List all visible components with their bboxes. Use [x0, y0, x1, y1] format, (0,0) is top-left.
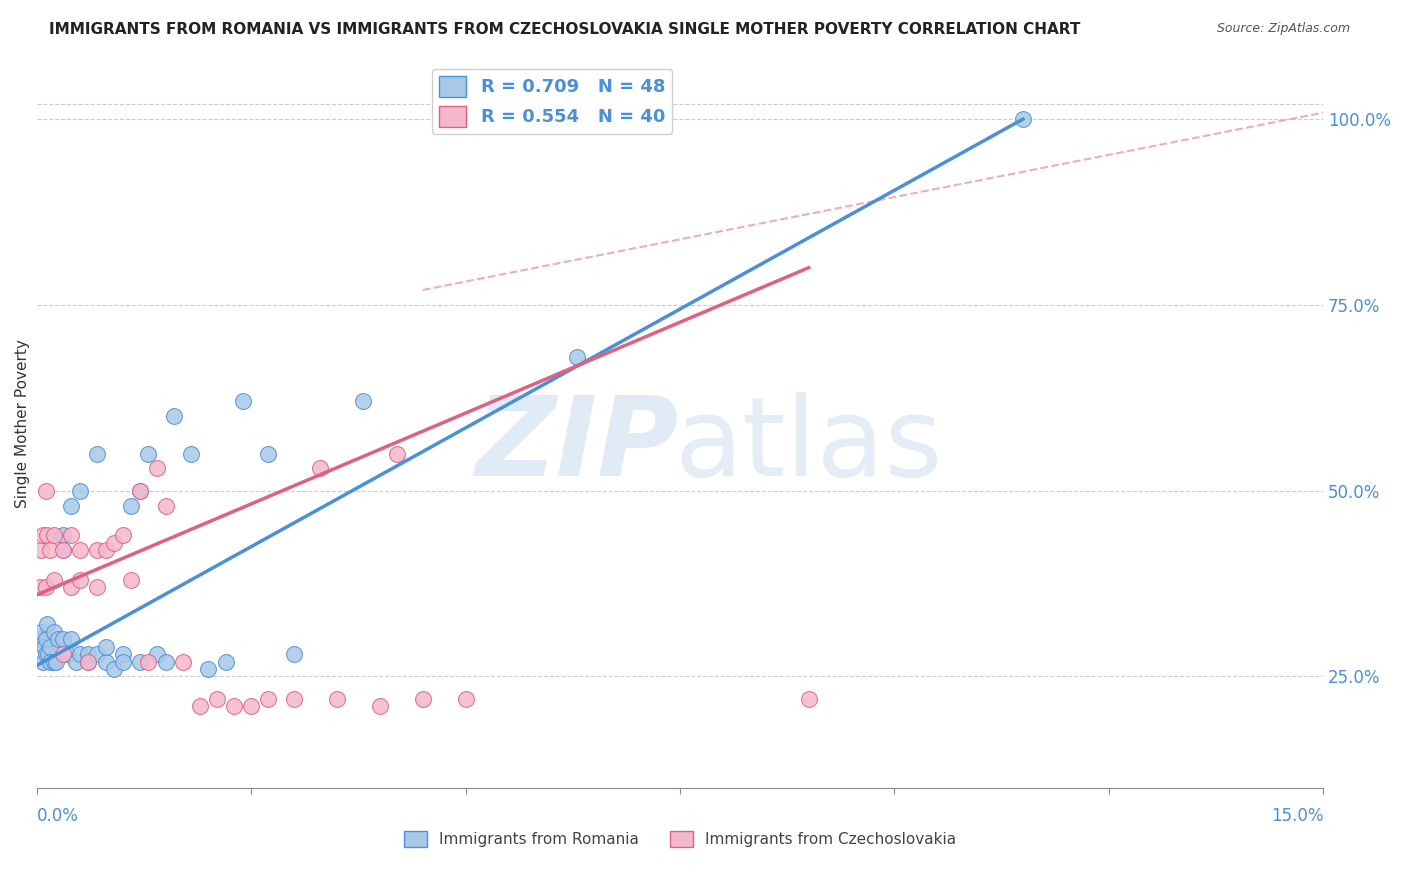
- Text: Source: ZipAtlas.com: Source: ZipAtlas.com: [1216, 22, 1350, 36]
- Point: [120, 573, 142, 587]
- Point: [111, 528, 134, 542]
- Point: [37, 528, 59, 542]
- Point: [30, 543, 52, 558]
- Point: [103, 662, 125, 676]
- Point: [77, 655, 100, 669]
- Point: [69, 483, 91, 498]
- Point: [32, 640, 55, 654]
- Point: [138, 655, 160, 669]
- Point: [34, 580, 56, 594]
- Point: [454, 691, 477, 706]
- Point: [326, 691, 349, 706]
- Point: [32, 655, 55, 669]
- Point: [38, 640, 60, 654]
- Point: [94, 640, 117, 654]
- Point: [385, 446, 408, 460]
- Point: [120, 499, 142, 513]
- Point: [155, 499, 177, 513]
- Point: [797, 691, 820, 706]
- Point: [38, 543, 60, 558]
- Point: [60, 580, 83, 594]
- Point: [138, 446, 160, 460]
- Point: [188, 699, 211, 714]
- Point: [28, 632, 51, 647]
- Point: [65, 655, 87, 669]
- Point: [52, 528, 75, 542]
- Point: [52, 543, 75, 558]
- Point: [42, 528, 65, 542]
- Point: [86, 543, 108, 558]
- Point: [34, 483, 56, 498]
- Point: [69, 543, 91, 558]
- Y-axis label: Single Mother Poverty: Single Mother Poverty: [15, 339, 30, 508]
- Point: [172, 655, 194, 669]
- Legend: R = 0.709   N = 48, R = 0.554   N = 40: R = 0.709 N = 48, R = 0.554 N = 40: [432, 69, 672, 134]
- Point: [103, 535, 125, 549]
- Point: [42, 624, 65, 639]
- Point: [94, 543, 117, 558]
- Point: [86, 446, 108, 460]
- Point: [205, 691, 228, 706]
- Point: [224, 699, 246, 714]
- Point: [283, 647, 305, 661]
- Point: [28, 580, 51, 594]
- Point: [32, 528, 55, 542]
- Point: [565, 350, 588, 364]
- Point: [214, 655, 236, 669]
- Point: [146, 461, 169, 475]
- Point: [94, 655, 117, 669]
- Text: 15.0%: 15.0%: [1271, 806, 1323, 824]
- Point: [128, 483, 150, 498]
- Point: [34, 632, 56, 647]
- Point: [52, 647, 75, 661]
- Point: [37, 647, 59, 661]
- Point: [197, 662, 219, 676]
- Point: [69, 573, 91, 587]
- Point: [240, 699, 263, 714]
- Point: [368, 699, 391, 714]
- Point: [232, 394, 254, 409]
- Point: [155, 655, 177, 669]
- Point: [146, 647, 169, 661]
- Point: [37, 617, 59, 632]
- Point: [52, 632, 75, 647]
- Point: [60, 528, 83, 542]
- Point: [38, 655, 60, 669]
- Point: [60, 632, 83, 647]
- Point: [86, 580, 108, 594]
- Point: [42, 655, 65, 669]
- Point: [48, 632, 70, 647]
- Point: [60, 499, 83, 513]
- Point: [52, 543, 75, 558]
- Point: [56, 647, 79, 661]
- Point: [309, 461, 332, 475]
- Point: [163, 409, 186, 424]
- Point: [30, 624, 52, 639]
- Point: [257, 691, 280, 706]
- Text: IMMIGRANTS FROM ROMANIA VS IMMIGRANTS FROM CZECHOSLOVAKIA SINGLE MOTHER POVERTY : IMMIGRANTS FROM ROMANIA VS IMMIGRANTS FR…: [49, 22, 1081, 37]
- Point: [128, 483, 150, 498]
- Point: [128, 655, 150, 669]
- Point: [77, 655, 100, 669]
- Point: [34, 647, 56, 661]
- Text: ZIP: ZIP: [475, 392, 679, 500]
- Point: [180, 446, 202, 460]
- Point: [42, 573, 65, 587]
- Text: 0.0%: 0.0%: [37, 806, 79, 824]
- Point: [1012, 112, 1035, 126]
- Point: [412, 691, 434, 706]
- Point: [352, 394, 374, 409]
- Point: [283, 691, 305, 706]
- Point: [111, 655, 134, 669]
- Text: atlas: atlas: [675, 392, 943, 500]
- Point: [111, 647, 134, 661]
- Point: [69, 647, 91, 661]
- Point: [45, 655, 67, 669]
- Point: [77, 647, 100, 661]
- Point: [86, 647, 108, 661]
- Point: [257, 446, 280, 460]
